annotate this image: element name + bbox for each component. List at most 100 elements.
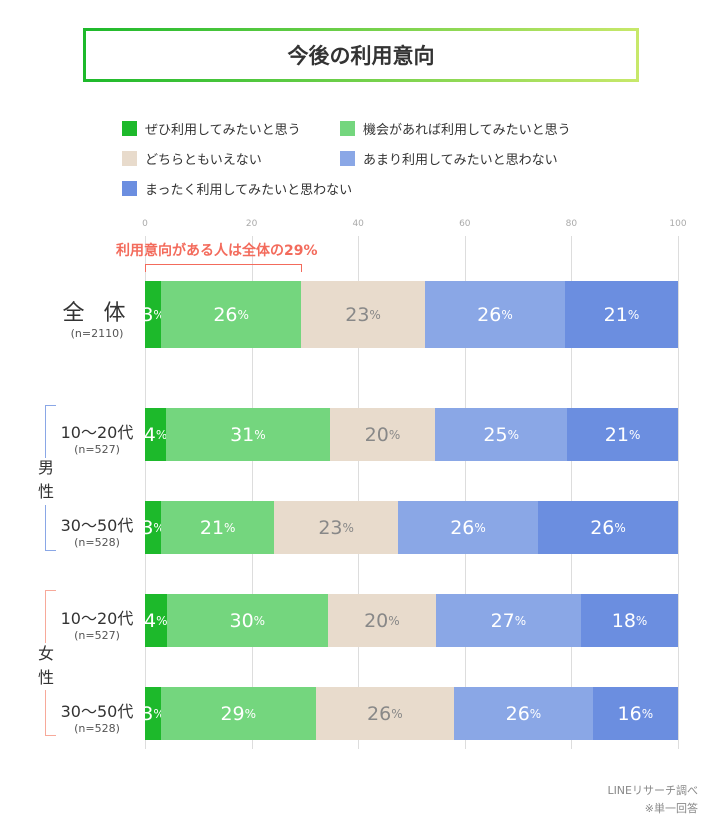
category-name: 全 体 [62,300,132,326]
data-label-unit: % [388,613,400,628]
data-label: 26 [477,303,502,326]
data-label-unit: % [369,307,381,322]
legend-label: あまり利用してみたいと思わない [363,153,558,168]
data-label-unit: % [342,520,354,535]
bar-segment: 21% [567,408,678,461]
data-label: 4 [143,423,156,446]
sample-size: (n=2110) [70,326,124,340]
gridline [251,236,253,749]
data-label: 26 [450,516,475,539]
data-label-unit: % [244,706,257,721]
data-label-unit: % [614,520,626,535]
legend-label: ぜひ利用してみたいと思う [145,123,301,138]
data-label: 30 [229,609,254,632]
data-label: 21 [199,516,225,539]
chart-title: 今後の利用意向 [83,28,639,82]
legend-label: まったく利用してみたいと思わない [145,183,353,198]
bar-segment: 4% [143,408,168,461]
bar-segment: 26% [454,687,593,740]
bar-segment: 26% [424,281,565,348]
data-label: 20 [364,423,389,446]
x-tick-label: 40 [352,219,364,229]
legend-item: どちらともいえない [122,149,262,168]
bar-row: 4% 30% 20% 27% 18% [144,594,678,647]
gridline [678,236,679,749]
bar-segment: 4% [144,594,168,647]
data-label-unit: % [254,427,266,442]
bar-segment: 26% [161,281,302,348]
group-bracket-male-bottom [45,505,56,551]
group-bracket-female-bottom [45,690,56,736]
data-label-unit: % [641,706,654,721]
bar-segment: 25% [435,408,568,461]
data-label: 20 [364,609,389,632]
source-note: LINEリサーチ調べ [607,784,698,797]
data-label: 29 [220,702,245,725]
category-name: 10〜20代 [60,608,134,628]
data-label-unit: % [514,613,527,628]
data-label-unit: % [628,427,641,442]
legend-item: ぜひ利用してみたいと思う [122,119,301,138]
data-label: 26 [213,303,238,326]
legend-swatch [122,151,137,166]
data-label: 18 [611,609,636,632]
data-label-unit: % [153,706,165,721]
data-label: 3 [141,303,154,326]
data-label-unit: % [156,613,168,628]
group-label-male: 男 性 [38,458,55,501]
data-label: 23 [345,303,370,326]
bar-segment: 20% [329,408,436,461]
data-label: 4 [144,609,157,632]
data-label-unit: % [155,427,168,442]
category-label: 10〜20代 (n=527) [52,419,142,456]
gridline [464,236,466,749]
sample-size: (n=527) [74,442,120,456]
bar-segment: 26% [538,501,678,554]
legend-swatch [340,151,355,166]
x-tick-label: 20 [245,219,258,229]
data-label: 25 [483,423,508,446]
data-label-unit: % [224,520,236,535]
legend-swatch [122,121,137,136]
category-label: 30〜50代 (n=528) [52,512,142,549]
bar-row: 3% 21% 23% 26% 26% [141,501,678,554]
data-label-unit: % [627,307,640,322]
group-bracket-male [45,405,56,458]
data-label: 3 [141,702,154,725]
sample-size: (n=528) [74,721,120,735]
bar-segment: 31% [166,408,330,461]
data-label: 26 [367,702,392,725]
legend-label: 機会があれば利用してみたいと思う [363,123,571,138]
gridline [145,236,146,749]
bar-segment: 26% [398,501,538,554]
data-label-unit: % [529,706,542,721]
bar-segment: 23% [274,501,399,554]
x-tick-label: 100 [669,219,687,229]
legend-label: どちらともいえない [145,153,262,168]
legend-item: あまり利用してみたいと思わない [340,149,558,168]
bar-segment: 20% [328,594,436,647]
data-label: 26 [590,516,615,539]
data-label: 31 [230,423,255,446]
bar-segment: 27% [435,594,582,647]
category-name: 30〜50代 [60,701,134,721]
data-label-unit: % [153,307,165,322]
category-name: 10〜20代 [60,422,134,442]
bar-segment: 23% [301,281,425,348]
legend-item: 機会があれば利用してみたいと思う [340,119,571,138]
data-label-unit: % [507,427,519,442]
bar-segment: 26% [315,687,455,740]
bar-row: 4% 31% 20% 25% 21% [143,408,678,461]
data-label-unit: % [153,520,165,535]
answer-note: ※単一回答 [644,802,698,815]
bar-segment: 16% [592,687,678,740]
annotation-bracket [145,264,302,272]
category-label: 30〜50代 (n=528) [52,698,142,735]
gridline [571,236,573,749]
bar-segment: 3% [141,687,165,740]
annotation: 利用意向がある人は全体の29% [116,243,318,259]
category-label: 全 体 (n=2110) [52,295,142,340]
data-label: 16 [617,702,642,725]
data-label: 21 [604,423,629,446]
bar-segment: 21% [564,281,678,348]
